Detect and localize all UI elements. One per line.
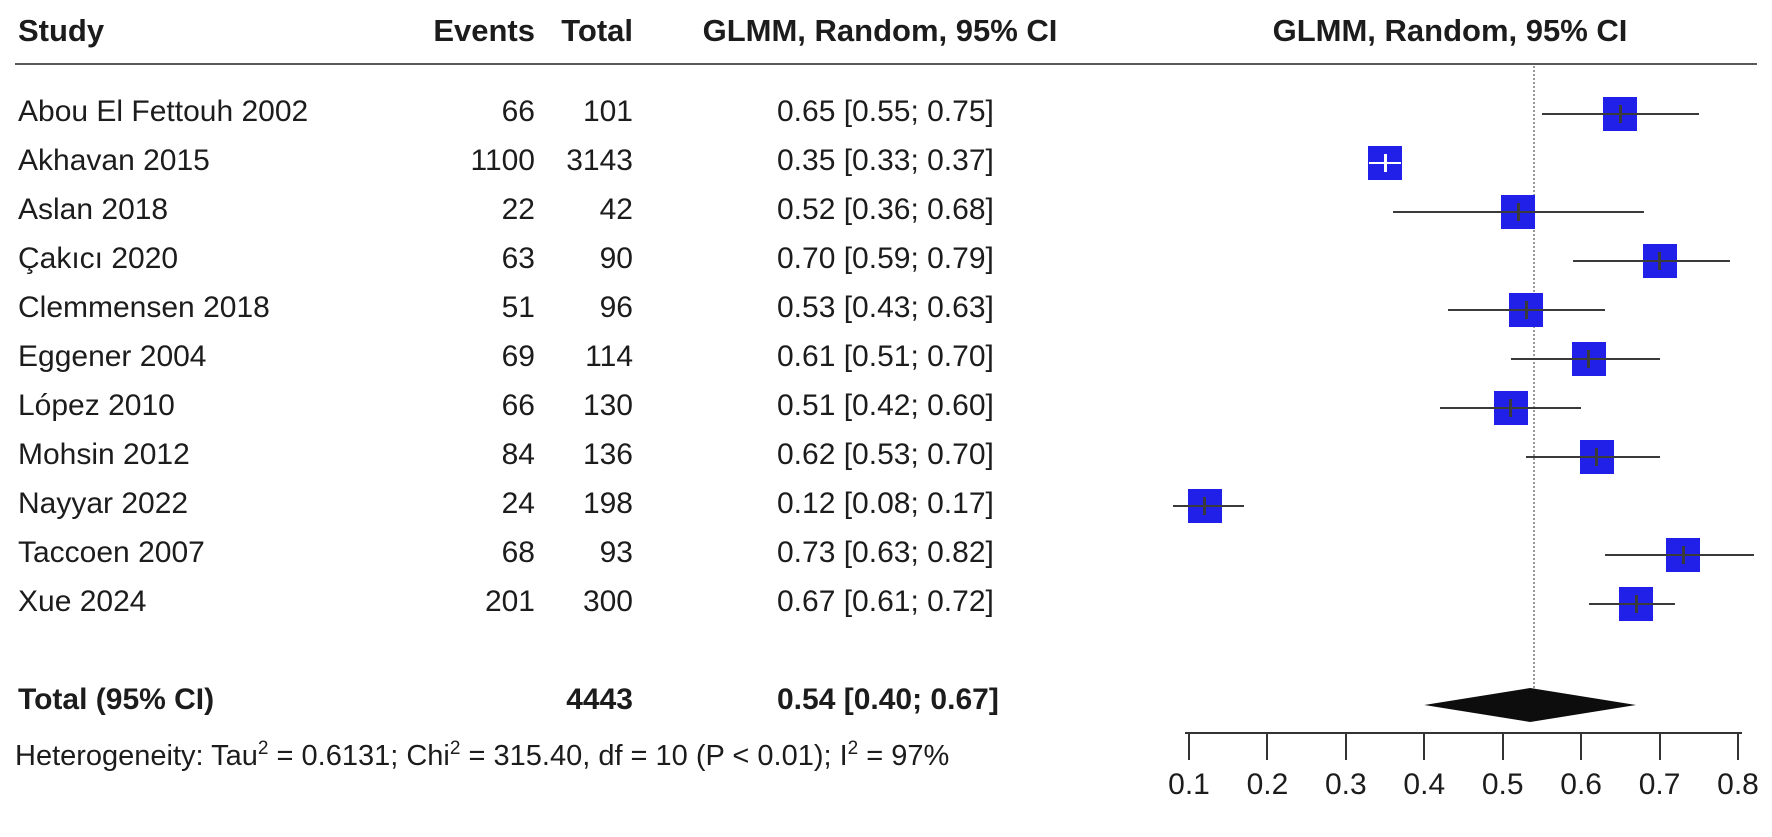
point-marker <box>1203 497 1207 515</box>
effect-ci-value: 0.51 [0.42; 0.60] <box>777 389 994 422</box>
axis-tick-label: 0.7 <box>1638 768 1681 801</box>
events-value: 68 <box>501 536 535 569</box>
events-value: 66 <box>501 95 535 128</box>
effect-ci-value: 0.67 [0.61; 0.72] <box>777 585 994 618</box>
point-marker <box>1681 546 1685 564</box>
point-marker <box>1595 448 1599 466</box>
axis-tick-label: 0.4 <box>1403 768 1446 801</box>
total-value: 90 <box>599 242 633 275</box>
axis-tick-label: 0.3 <box>1324 768 1367 801</box>
events-value: 201 <box>484 585 535 618</box>
ci-whisker <box>1510 358 1660 360</box>
study-name: Xue 2024 <box>18 585 147 618</box>
effect-ci-value: 0.73 [0.63; 0.82] <box>777 536 994 569</box>
superscript: 2 <box>257 738 269 759</box>
heterogeneity-segment: = 315.40, df = 10 (P < 0.01); I <box>460 740 848 772</box>
point-marker <box>1587 350 1591 368</box>
effect-ci-value: 0.12 [0.08; 0.17] <box>777 487 994 520</box>
events-value: 1100 <box>470 144 535 177</box>
point-marker <box>1516 203 1520 221</box>
axis-tick <box>1188 732 1190 760</box>
total-value: 130 <box>582 389 633 422</box>
axis-tick-label: 0.5 <box>1481 768 1524 801</box>
study-name: Çakıcı 2020 <box>18 242 179 275</box>
point-marker <box>1524 301 1528 319</box>
events-value: 63 <box>501 242 535 275</box>
point-marker <box>1658 252 1662 270</box>
total-label: Total (95% CI) <box>18 683 215 716</box>
column-header-effect-ci: GLMM, Random, 95% CI <box>702 13 1058 48</box>
total-value: 101 <box>582 95 633 128</box>
header-divider <box>15 63 1757 65</box>
column-header-total: Total <box>561 13 633 48</box>
total-value: 93 <box>599 536 633 569</box>
point-marker <box>1383 154 1387 172</box>
summary-diamond <box>1424 688 1637 722</box>
plot-header: GLMM, Random, 95% CI <box>1272 13 1628 48</box>
study-name: Taccoen 2007 <box>18 536 205 569</box>
events-value: 69 <box>501 340 535 373</box>
heterogeneity-text: Heterogeneity: Tau2 = 0.6131; Chi2 = 315… <box>15 738 950 773</box>
ci-whisker <box>1604 554 1754 556</box>
heterogeneity-segment: = 0.6131; Chi <box>268 740 450 772</box>
study-name: Abou El Fettouh 2002 <box>18 95 309 128</box>
axis-line <box>1185 732 1742 734</box>
point-marker <box>1634 595 1638 613</box>
total-value: 114 <box>585 340 633 373</box>
events-value: 24 <box>501 487 535 520</box>
heterogeneity-segment: = 97% <box>858 740 950 772</box>
study-name: Aslan 2018 <box>18 193 169 226</box>
superscript: 2 <box>847 738 859 759</box>
total-value: 136 <box>582 438 633 471</box>
effect-ci-value: 0.70 [0.59; 0.79] <box>777 242 994 275</box>
heterogeneity-segment: Heterogeneity: Tau <box>15 740 258 772</box>
study-name: Nayyar 2022 <box>18 487 189 520</box>
axis-tick <box>1266 732 1269 760</box>
total-n-value: 4443 <box>566 683 633 716</box>
axis-tick <box>1344 732 1347 760</box>
effect-ci-value: 0.53 [0.43; 0.63] <box>777 291 994 324</box>
events-value: 51 <box>501 291 535 324</box>
column-header-study: Study <box>18 13 105 48</box>
ci-whisker <box>1588 603 1676 605</box>
axis-tick <box>1737 732 1739 760</box>
superscript: 2 <box>449 738 461 759</box>
column-header-events: Events <box>433 13 535 48</box>
total-value: 300 <box>582 585 633 618</box>
point-marker <box>1618 105 1622 123</box>
study-name: Mohsin 2012 <box>18 438 190 471</box>
effect-ci-value: 0.65 [0.55; 0.75] <box>777 95 994 128</box>
axis-tick <box>1658 732 1661 760</box>
study-name: Clemmensen 2018 <box>18 291 270 324</box>
reference-line <box>1533 66 1536 688</box>
axis-tick <box>1423 732 1426 760</box>
total-effect-ci-value: 0.54 [0.40; 0.67] <box>777 683 999 716</box>
total-value: 42 <box>599 193 633 226</box>
ci-whisker <box>1526 456 1660 458</box>
total-value: 96 <box>599 291 633 324</box>
study-name: Eggener 2004 <box>18 340 207 373</box>
effect-ci-value: 0.62 [0.53; 0.70] <box>777 438 994 471</box>
axis-tick-label: 0.1 <box>1168 768 1210 801</box>
effect-ci-value: 0.52 [0.36; 0.68] <box>777 193 994 226</box>
events-value: 22 <box>501 193 535 226</box>
ci-whisker <box>1573 260 1731 262</box>
point-marker <box>1509 399 1513 417</box>
axis-tick-label: 0.6 <box>1560 768 1602 801</box>
axis-tick-label: 0.8 <box>1717 768 1759 801</box>
events-value: 84 <box>501 438 535 471</box>
ci-whisker <box>1173 505 1244 507</box>
axis-tick-label: 0.2 <box>1246 768 1289 801</box>
axis-tick <box>1501 732 1504 760</box>
effect-ci-value: 0.35 [0.33; 0.37] <box>777 144 994 177</box>
study-name: López 2010 <box>18 389 175 422</box>
events-value: 66 <box>501 389 535 422</box>
axis-tick <box>1580 732 1583 760</box>
total-value: 198 <box>582 487 633 520</box>
study-name: Akhavan 2015 <box>18 144 210 177</box>
total-value: 3143 <box>566 144 633 177</box>
effect-ci-value: 0.61 [0.51; 0.70] <box>777 340 994 373</box>
